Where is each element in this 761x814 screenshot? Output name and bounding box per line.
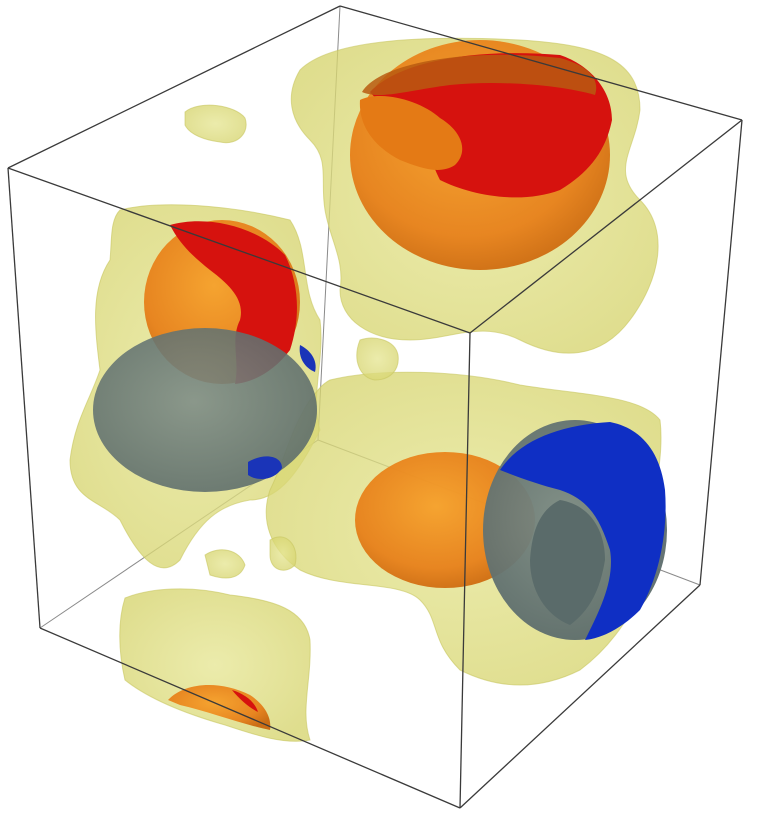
box-front-edges: [7, 5, 743, 809]
right-ellipsoid-blue: [483, 420, 667, 640]
left-ellipsoid-blue-edge: [248, 456, 282, 480]
right-ellipsoid-blue-inner: [530, 500, 605, 625]
left-ellipsoid-slate: [93, 328, 317, 492]
yellow-filament-mid: [269, 536, 297, 571]
yellow-blob-bottom: [119, 588, 311, 742]
top-ellipsoid-dark-top: [362, 54, 597, 95]
yellow-blob-neck: [356, 337, 399, 381]
left-ellipsoid-blue-top: [299, 345, 316, 372]
yellow-filament-left: [204, 549, 246, 579]
yellow-blob-small-top: [184, 104, 247, 144]
top-ellipsoid-red-cap: [370, 53, 612, 198]
right-ellipsoid-blue-cap: [500, 422, 666, 640]
top-ellipsoid: [350, 40, 612, 270]
top-ellipsoid-orange-patch: [359, 96, 463, 170]
bottom-ellipsoid-orange: [168, 684, 271, 730]
bottom-ellipsoid-red-patch: [232, 690, 258, 712]
